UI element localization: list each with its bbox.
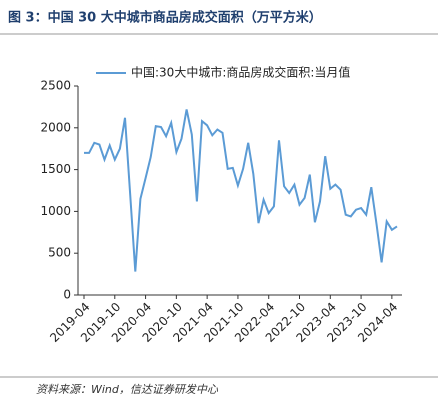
source-note: 资料来源：Wind，信达证券研发中心	[36, 383, 219, 396]
y-tick-label: 1000	[40, 204, 71, 218]
y-tick-label: 1500	[40, 162, 71, 176]
data-line	[84, 109, 398, 272]
chart-title: 图 3：中国 30 大中城市商品房成交面积（万平方米）	[8, 10, 322, 26]
legend-label: 中国:30大中城市:商品房成交面积:当月值	[131, 65, 350, 80]
y-tick-label: 500	[48, 246, 71, 260]
y-tick-label: 2000	[40, 120, 71, 134]
y-tick-label: 0	[63, 288, 71, 302]
y-tick-label: 2500	[40, 79, 71, 93]
